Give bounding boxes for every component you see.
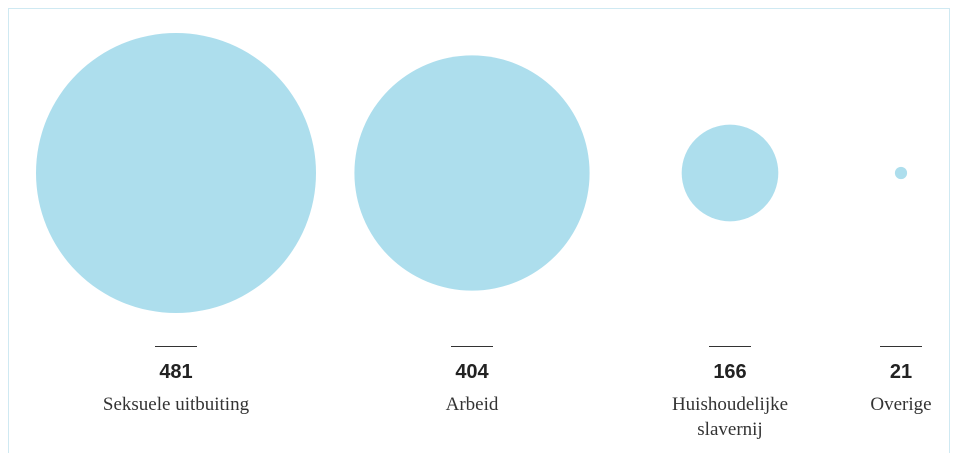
bubble [681, 124, 779, 222]
divider [155, 346, 197, 347]
category-label: Overige [870, 394, 932, 415]
value-label: 404 [455, 361, 489, 383]
value-label: 481 [159, 361, 193, 383]
bubble [354, 55, 590, 291]
value-label: 166 [713, 361, 747, 383]
divider [709, 346, 751, 347]
value-label: 21 [889, 361, 913, 383]
divider [880, 346, 922, 347]
label-group: 166 Huishoudelijke slavernij [645, 340, 815, 442]
bubble [894, 166, 908, 180]
category-label: Arbeid [445, 394, 499, 415]
label-group: 404 Arbeid [392, 340, 552, 417]
bubble [36, 33, 316, 313]
frame [8, 8, 950, 453]
divider [451, 346, 493, 347]
label-group: 481 Seksuele uitbuiting [66, 340, 286, 417]
label-group: 21 Overige [851, 340, 951, 417]
category-label: Seksuele uitbuiting [102, 394, 250, 415]
category-label: Huishoudelijke slavernij [671, 394, 789, 440]
